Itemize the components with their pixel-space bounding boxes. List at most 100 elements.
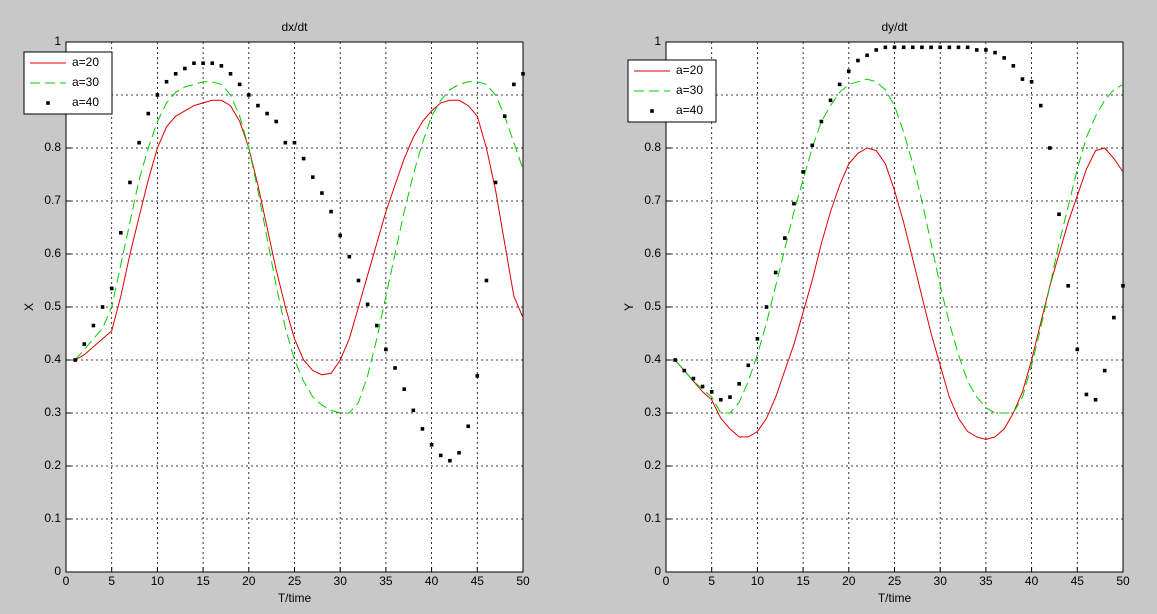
x-tick-label: 10 [751, 574, 765, 588]
y-axis-label: Y [622, 303, 636, 311]
data-point [883, 45, 888, 50]
legend-marker [46, 101, 50, 105]
data-point [819, 119, 824, 124]
data-point [1048, 146, 1052, 150]
data-point [512, 82, 516, 87]
data-point [201, 61, 205, 65]
data-point [228, 72, 233, 76]
x-tick-label: 25 [288, 574, 302, 588]
legend-marker [650, 109, 654, 113]
data-point [1093, 397, 1098, 402]
data-point [292, 140, 297, 145]
data-point [183, 66, 187, 71]
y-tick-label: 0.2 [44, 458, 61, 472]
data-point [965, 45, 970, 50]
data-point [274, 119, 279, 124]
data-point [155, 93, 160, 97]
axes-box [665, 41, 1124, 573]
data-point [810, 143, 815, 148]
data-point [947, 45, 952, 50]
data-point [929, 45, 933, 50]
legend-label: a=30 [72, 75, 99, 89]
data-point [402, 387, 406, 391]
data-point [411, 408, 416, 413]
data-point [502, 114, 507, 118]
y-tick-label: 0.4 [44, 352, 61, 366]
data-point [73, 358, 77, 362]
data-point [920, 45, 924, 50]
data-point [365, 302, 370, 307]
data-point [1075, 347, 1080, 352]
x-tick-label: 10 [151, 574, 165, 588]
data-point [1121, 284, 1125, 288]
data-point [1112, 315, 1116, 320]
data-point [137, 140, 141, 145]
x-tick-label: 25 [888, 574, 902, 588]
data-point [1002, 56, 1006, 60]
data-point [475, 374, 480, 378]
data-point [801, 170, 805, 174]
y-tick-label: 0.2 [644, 458, 661, 472]
data-point [393, 366, 397, 370]
data-point [338, 233, 342, 238]
data-point [974, 48, 979, 52]
data-point [1084, 392, 1089, 397]
data-point [1038, 103, 1043, 108]
y-tick-label: 0 [654, 564, 661, 578]
data-point [709, 390, 714, 394]
x-tick-label: 50 [1116, 574, 1130, 588]
data-point [892, 45, 897, 50]
y-tick-label: 0.7 [44, 193, 61, 207]
x-tick-label: 30 [934, 574, 948, 588]
data-point [374, 323, 379, 328]
y-tick-label: 0.8 [644, 140, 661, 154]
x-axis-label: T/time [278, 591, 312, 605]
series-line [674, 78, 1124, 414]
x-tick-label: 30 [334, 574, 348, 588]
data-point [847, 69, 851, 73]
y-tick-label: 0 [54, 564, 61, 578]
data-point [109, 286, 114, 291]
x-tick-label: 35 [379, 574, 393, 588]
x-tick-label: 35 [979, 574, 993, 588]
series-line [74, 81, 524, 414]
data-point [728, 395, 732, 399]
data-point [874, 48, 879, 52]
x-tick-label: 5 [108, 574, 115, 588]
legend-label: a=20 [72, 55, 99, 69]
data-point [219, 64, 224, 68]
data-point [256, 103, 260, 108]
data-point [700, 384, 705, 389]
data-point [192, 61, 196, 65]
data-point [119, 231, 123, 235]
x-tick-label: 20 [842, 574, 856, 588]
data-point [420, 427, 425, 431]
data-point [466, 424, 470, 429]
data-point [210, 61, 215, 65]
data-point [429, 443, 434, 447]
axes-box [65, 41, 524, 573]
y-tick-label: 0.6 [44, 246, 61, 260]
x-tick-label: 15 [196, 574, 210, 588]
y-axis-label: X [22, 303, 36, 311]
y-tick-label: 0.1 [644, 511, 661, 525]
data-point [691, 376, 696, 381]
y-tick-label: 0.4 [644, 352, 661, 366]
data-point [100, 305, 105, 309]
x-tick-label: 15 [796, 574, 810, 588]
data-point [737, 382, 741, 386]
data-point [1066, 284, 1070, 288]
x-tick-label: 5 [708, 574, 715, 588]
data-point [828, 98, 833, 103]
data-point [521, 72, 525, 76]
y-tick-label: 0.7 [644, 193, 661, 207]
y-tick-label: 0.3 [44, 405, 61, 419]
x-tick-label: 45 [1071, 574, 1085, 588]
data-point [719, 397, 723, 402]
x-tick-label: 45 [471, 574, 485, 588]
data-point [1029, 79, 1034, 84]
data-point [320, 191, 324, 195]
legend-label: a=30 [676, 83, 703, 97]
data-point [384, 347, 388, 352]
